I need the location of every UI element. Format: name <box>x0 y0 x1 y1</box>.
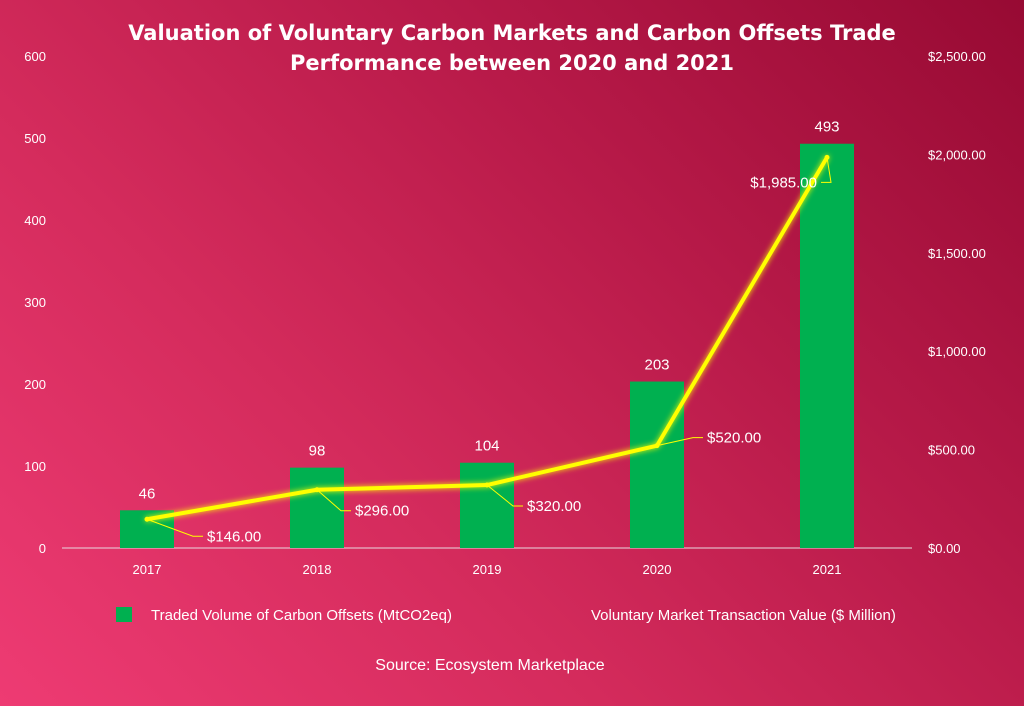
bar-value-label: 46 <box>139 485 156 502</box>
x-axis-tick-label: 2019 <box>473 562 502 577</box>
bar-2021 <box>800 143 854 549</box>
bar-data-labels: 46 98 104 203 493 <box>139 119 840 503</box>
line-value-label: $1,985.00 <box>750 174 817 191</box>
legend-bar-swatch <box>116 607 132 622</box>
right-axis-tick-label: $1,000.00 <box>928 344 986 359</box>
line-value-label: $520.00 <box>707 430 761 447</box>
legend-bar-label: Traded Volume of Carbon Offsets (MtCO2eq… <box>151 607 452 624</box>
source-note: Source: Ecosystem Marketplace <box>375 657 605 674</box>
bar-series <box>120 143 854 549</box>
legend-line-label: Voluntary Market Transaction Value ($ Mi… <box>591 607 896 624</box>
line-value-label: $296.00 <box>355 503 409 520</box>
leader-line <box>316 489 351 512</box>
bar-value-label: 98 <box>309 443 326 460</box>
line-value-label: $146.00 <box>207 528 261 545</box>
left-axis-tick-label: 100 <box>24 459 46 474</box>
bar-value-label: 493 <box>814 119 839 136</box>
right-axis: $0.00 $500.00 $1,000.00 $1,500.00 $2,000.00 $… <box>928 49 986 556</box>
chart-subtitle: Performance between 2020 and 2021 <box>290 51 734 75</box>
right-axis-tick-label: $500.00 <box>928 443 975 458</box>
bar-2019 <box>460 462 514 548</box>
left-axis-tick-label: 200 <box>24 377 46 392</box>
chart-title: Valuation of Voluntary Carbon Markets an… <box>128 21 896 45</box>
bar-2018 <box>290 467 344 548</box>
right-axis-tick-label: $0.00 <box>928 541 961 556</box>
right-axis-tick-label: $1,500.00 <box>928 246 986 261</box>
x-axis-tick-label: 2018 <box>303 562 332 577</box>
left-axis-tick-label: 600 <box>24 49 46 64</box>
line-data-labels: $146.00 $296.00 $320.00 $520.00 $1,985.00 <box>146 157 832 545</box>
bar-value-label: 203 <box>644 357 669 374</box>
left-axis: 0 100 200 300 400 500 600 <box>24 49 46 556</box>
left-axis-tick-label: 400 <box>24 213 46 228</box>
x-axis-tick-label: 2021 <box>813 562 842 577</box>
left-axis-tick-label: 0 <box>39 541 46 556</box>
leader-line <box>486 484 523 507</box>
bar-value-label: 104 <box>474 438 499 455</box>
leader-line <box>146 518 203 537</box>
left-axis-tick-label: 300 <box>24 295 46 310</box>
right-axis-tick-label: $2,000.00 <box>928 147 986 162</box>
line-value-label: $320.00 <box>527 498 581 515</box>
x-axis: 2017 2018 2019 2020 2021 <box>133 562 842 577</box>
x-axis-tick-label: 2020 <box>643 562 672 577</box>
leader-line <box>821 157 832 183</box>
x-axis-tick-label: 2017 <box>133 562 162 577</box>
leader-line <box>656 437 703 447</box>
right-axis-tick-label: $2,500.00 <box>928 49 986 64</box>
left-axis-tick-label: 500 <box>24 131 46 146</box>
bar-2020 <box>630 381 684 548</box>
legend: Traded Volume of Carbon Offsets (MtCO2eq… <box>116 607 896 624</box>
